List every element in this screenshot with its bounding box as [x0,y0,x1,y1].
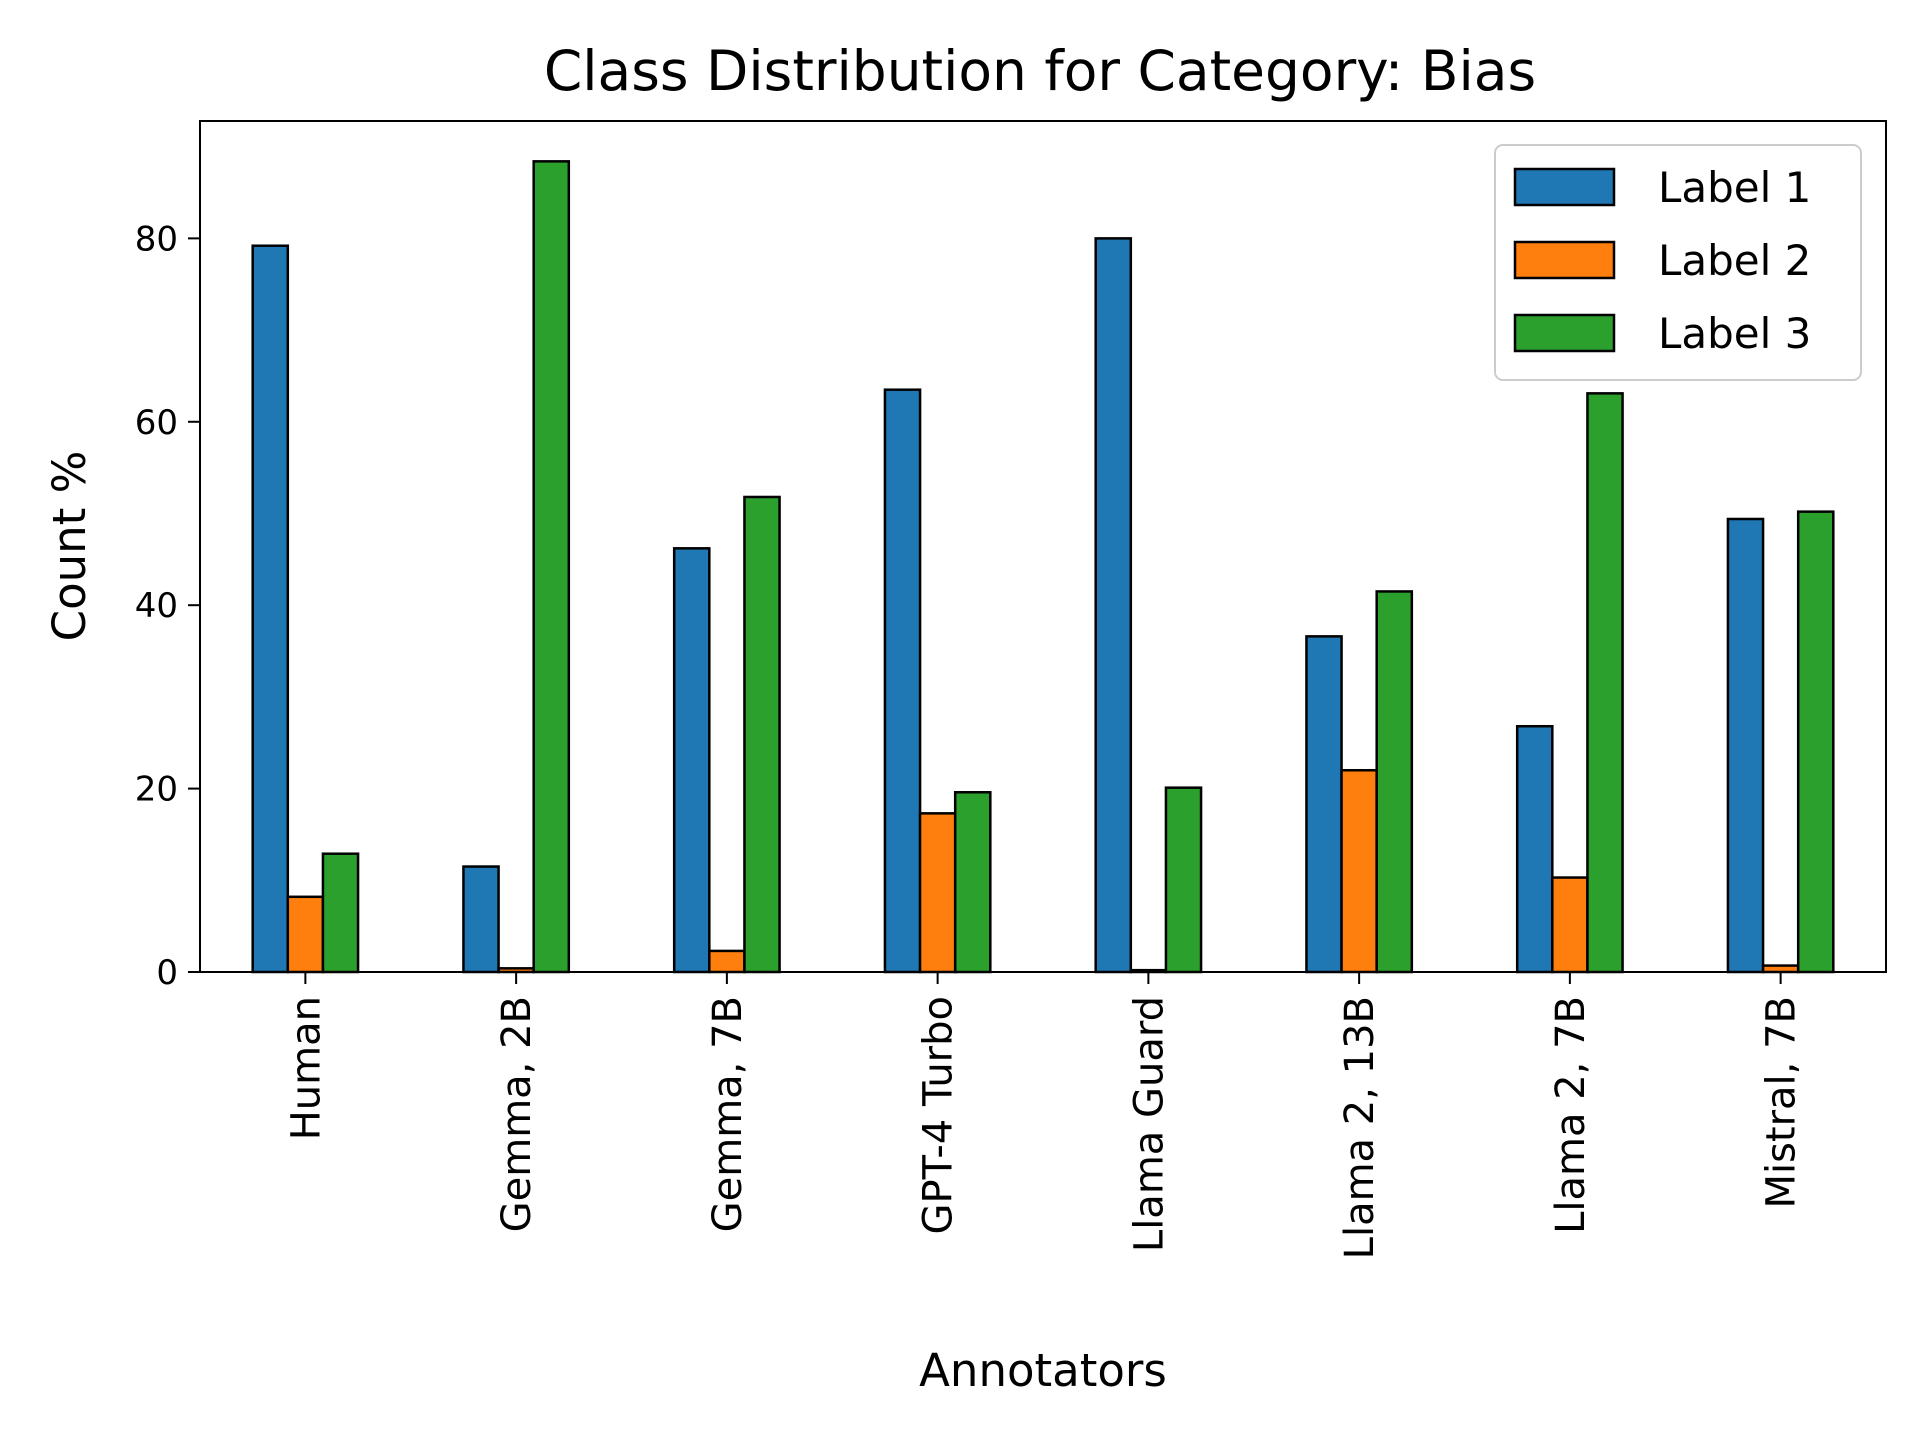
x-tick-label: Gemma, 2B [494,996,540,1232]
y-axis-ticks: 0 20 40 60 80 [135,219,200,993]
legend-label-2: Label 2 [1658,236,1811,285]
x-tick-label: GPT-4 Turbo [916,996,962,1235]
bar-1-6 [1305,635,1343,974]
y-axis-label: Count % [43,451,96,642]
x-tick-label: Llama 2, 7B [1548,996,1594,1234]
y-tick-label: 0 [156,953,178,993]
bar-1-3 [672,547,711,974]
y-tick-label: 80 [135,219,178,259]
legend: Label 1 Label 2 Label 3 [1494,144,1862,381]
bar-3-8 [1796,510,1835,974]
bar-1-4 [883,388,922,974]
bar-2-6 [1340,769,1378,974]
legend-label-1: Label 1 [1658,163,1811,212]
y-tick-label: 60 [135,403,178,443]
bar-1-5 [1094,237,1133,974]
bar-2-3 [708,949,746,974]
bar-3-5 [1164,786,1203,974]
bar-3-1 [321,852,360,974]
bar-3-7 [1586,392,1624,974]
bar-3-6 [1375,590,1414,974]
x-tick-label: Llama 2, 13B [1337,996,1383,1259]
y-tick-label: 20 [135,770,178,810]
x-tick-label: Mistral, 7B [1759,996,1805,1209]
legend-label-3: Label 3 [1658,309,1811,358]
bar-2-4 [918,812,957,974]
x-tick-label: Llama Guard [1126,996,1172,1252]
x-tick-label: Gemma, 7B [705,996,751,1232]
bar-1-2 [462,865,500,974]
legend-swatch-2 [1513,240,1616,280]
chart-title: Class Distribution for Category: Bias [544,39,1536,103]
bar-1-1 [251,244,290,974]
bar-3-2 [532,160,571,974]
bar-2-1 [286,895,325,974]
bar-1-8 [1726,517,1765,974]
legend-swatch-1 [1513,167,1616,207]
bar-2-7 [1551,876,1589,974]
x-axis-label: Annotators [919,1344,1167,1397]
bar-3-4 [953,791,992,974]
bar-3-3 [743,495,781,974]
plot-frame [199,120,1887,973]
x-tick-label: Human [283,996,329,1140]
y-tick-label: 40 [135,586,178,626]
x-axis-ticks: Human Gemma, 2B Gemma, 7B GPT-4 Turbo Llama … [283,972,1805,1259]
legend-swatch-3 [1513,313,1616,353]
bars-group [251,160,1835,974]
bar-1-7 [1515,724,1554,974]
